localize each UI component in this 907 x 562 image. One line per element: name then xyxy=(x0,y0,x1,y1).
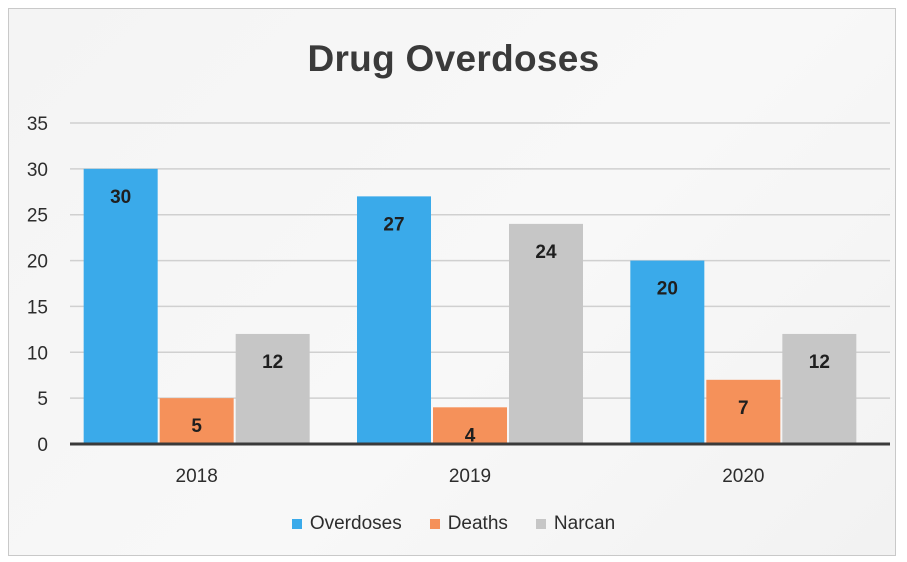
bar-overdoses-2019 xyxy=(357,196,431,444)
y-tick-label: 0 xyxy=(37,435,48,456)
bar-overdoses-2018 xyxy=(83,168,158,444)
x-category-label: 2018 xyxy=(176,466,218,487)
y-tick-label: 20 xyxy=(27,252,48,273)
legend-swatch-overdoses xyxy=(291,519,302,529)
bar-deaths-2018 xyxy=(159,398,234,444)
data-label: 24 xyxy=(535,242,557,263)
y-tick-label: 15 xyxy=(27,297,48,318)
bar-overdoses-2020 xyxy=(630,260,705,444)
y-tick-label: 35 xyxy=(27,114,48,135)
bar-deaths-2020 xyxy=(706,379,781,444)
y-tick-label: 25 xyxy=(27,206,48,227)
data-label: 5 xyxy=(191,416,202,437)
chart-legend: Overdoses Deaths Narcan xyxy=(0,513,907,535)
data-label: 12 xyxy=(262,352,283,373)
bar-deaths-2019 xyxy=(433,407,507,444)
data-label: 20 xyxy=(657,279,678,300)
x-category-label: 2020 xyxy=(722,466,764,487)
bar-narcan-2018 xyxy=(235,333,310,444)
legend-swatch-deaths xyxy=(429,519,440,529)
legend-item-narcan: Narcan xyxy=(535,513,616,535)
legend-item-overdoses: Overdoses xyxy=(291,513,402,535)
legend-label-narcan: Narcan xyxy=(553,513,616,534)
data-label: 30 xyxy=(110,187,131,208)
x-category-label: 2019 xyxy=(449,466,491,487)
data-label: 12 xyxy=(809,352,830,373)
data-label: 7 xyxy=(738,398,749,419)
bar-narcan-2020 xyxy=(782,333,857,444)
legend-label-overdoses: Overdoses xyxy=(309,513,402,534)
y-tick-label: 10 xyxy=(27,343,48,364)
legend-item-deaths: Deaths xyxy=(429,513,508,535)
y-tick-label: 5 xyxy=(37,389,48,410)
data-label: 4 xyxy=(465,425,476,446)
chart-title: Drug Overdoses xyxy=(307,38,600,79)
y-tick-label: 30 xyxy=(27,160,48,181)
legend-swatch-narcan xyxy=(535,519,546,529)
data-label: 27 xyxy=(383,214,404,235)
bar-narcan-2019 xyxy=(509,223,583,444)
legend-label-deaths: Deaths xyxy=(447,513,508,534)
